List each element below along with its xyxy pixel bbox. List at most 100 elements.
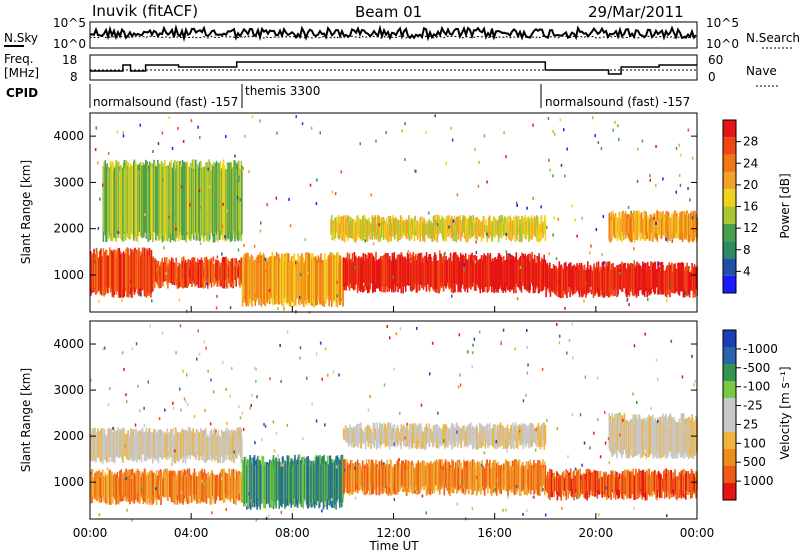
velocity-scatter-197 <box>324 347 327 351</box>
power-scatter-169 <box>414 169 416 173</box>
power-colorbar-swatch-0 <box>723 275 736 293</box>
power-scatter-181 <box>655 145 657 148</box>
power-scatter-220 <box>689 269 691 273</box>
velocity-scatter-0 <box>231 367 233 370</box>
velocity-scatter-196 <box>456 502 459 506</box>
power-scatter-258 <box>474 147 476 151</box>
velocity-scatter-230 <box>383 462 385 466</box>
power-scatter-99 <box>265 283 267 287</box>
velocity-scatter-90 <box>147 380 149 384</box>
power-scatter-255 <box>122 134 125 138</box>
power-scatter-92 <box>253 244 256 248</box>
power-scatter-201 <box>117 231 119 234</box>
velocity-scatter-202 <box>406 422 408 426</box>
velocity-scatter-12 <box>596 376 599 380</box>
power-scatter-59 <box>678 173 681 177</box>
power-scatter-73 <box>221 252 223 256</box>
power-scatter-78 <box>309 183 312 187</box>
velocity-scatter-103 <box>193 414 196 418</box>
velocity-scatter-188 <box>112 426 114 430</box>
power-scatter-120 <box>656 272 658 276</box>
power-scatter-15 <box>532 196 534 200</box>
power-ytick-1: 2000 <box>53 222 84 236</box>
power-scatter-232 <box>163 246 165 250</box>
power-scatter-165 <box>307 271 309 275</box>
velocity-scatter-236 <box>429 372 431 376</box>
power-scatter-64 <box>222 202 224 206</box>
power-ytick-0: 1000 <box>53 268 84 282</box>
power-scatter-183 <box>289 224 292 228</box>
power-scatter-13 <box>319 131 321 135</box>
velocity-scatter-91 <box>393 498 396 501</box>
velocity-scatter-114 <box>644 332 646 336</box>
power-scatter-239 <box>241 168 244 172</box>
velocity-scatter-131 <box>604 411 606 414</box>
velocity-scatter-185 <box>126 400 128 404</box>
velocity-scatter-102 <box>425 511 427 515</box>
power-scatter-52 <box>581 216 583 220</box>
velocity-scatter-10 <box>561 507 563 510</box>
power-scatter-186 <box>161 131 164 135</box>
velocity-scatter-167 <box>604 441 607 445</box>
velocity-scatter-29 <box>472 351 474 355</box>
velocity-scatter-159 <box>657 419 659 423</box>
velocity-colorbar-swatch-7 <box>723 364 736 381</box>
velocity-scatter-23 <box>599 455 602 459</box>
power-scatter-188 <box>340 170 343 174</box>
velocity-scatter-121 <box>315 419 318 423</box>
velocity-scatter-125 <box>187 403 189 407</box>
power-scatter-126 <box>559 118 562 122</box>
power-scatter-147 <box>404 122 406 126</box>
power-scatter-253 <box>215 306 218 310</box>
velocity-scatter-195 <box>471 365 473 369</box>
power-heatmap: 1000 2000 3000 4000 Slant Range [km] <box>19 112 698 314</box>
velocity-scatter-6 <box>265 516 268 520</box>
velocity-scatter-241 <box>653 491 656 495</box>
velocity-scatter-248 <box>211 511 213 515</box>
station-title: Inuvik (fitACF) <box>92 2 198 20</box>
velocity-scatter-32 <box>251 393 253 397</box>
velocity-scatter-8 <box>171 462 173 466</box>
power-scatter-194 <box>363 282 365 286</box>
power-scatter-63 <box>431 231 433 235</box>
velocity-scatter-130 <box>474 487 476 491</box>
velocity-colorbar: 1000 500 100 25 -25 -100 -500 -1000 Velocity [m… <box>722 329 792 501</box>
power-scatter-148 <box>304 238 306 241</box>
power-scatter-179 <box>655 184 657 188</box>
power-scatter-17 <box>456 193 459 197</box>
power-scatter-215 <box>265 269 267 273</box>
power-cell-6-165 <box>434 225 437 241</box>
power-colorbar-swatch-7 <box>723 154 736 172</box>
velocity-scatter-69 <box>196 357 198 361</box>
velocity-heatmap: 1000 2000 3000 4000 Slant Range [km] <box>19 320 698 522</box>
x-tick-2: 08:00 <box>275 526 310 540</box>
velocity-scatter-184 <box>619 412 621 416</box>
power-scatter-191 <box>503 131 505 135</box>
power-scatter-58 <box>259 119 261 123</box>
power-scatter-192 <box>564 306 566 310</box>
velocity-scatter-98 <box>684 451 687 455</box>
velocity-cell-4-116 <box>416 432 418 450</box>
velocity-heatmap-cells <box>90 322 698 522</box>
velocity-scatter-204 <box>666 514 668 518</box>
power-scatter-168 <box>236 196 239 200</box>
velocity-scatter-232 <box>556 323 558 326</box>
power-scatter-139 <box>216 255 219 259</box>
velocity-scatter-54 <box>502 508 504 512</box>
velocity-scatter-50 <box>389 484 391 488</box>
velocity-scatter-239 <box>212 390 215 394</box>
power-cell-6-297 <box>518 215 520 232</box>
power-scatter-67 <box>92 261 95 265</box>
power-scatter-156 <box>407 249 409 253</box>
velocity-scatter-251 <box>516 491 518 494</box>
power-colorbar-swatch-9 <box>723 120 736 138</box>
power-scatter-227 <box>600 147 603 151</box>
x-tick-3: 12:00 <box>376 526 411 540</box>
velocity-scatter-110 <box>598 513 600 517</box>
velocity-colorbar-swatch-1 <box>723 466 736 483</box>
velocity-scatter-19 <box>500 340 502 344</box>
power-scatter-146 <box>674 284 676 287</box>
power-scatter-72 <box>180 185 183 189</box>
power-cell-6-191 <box>451 216 453 235</box>
